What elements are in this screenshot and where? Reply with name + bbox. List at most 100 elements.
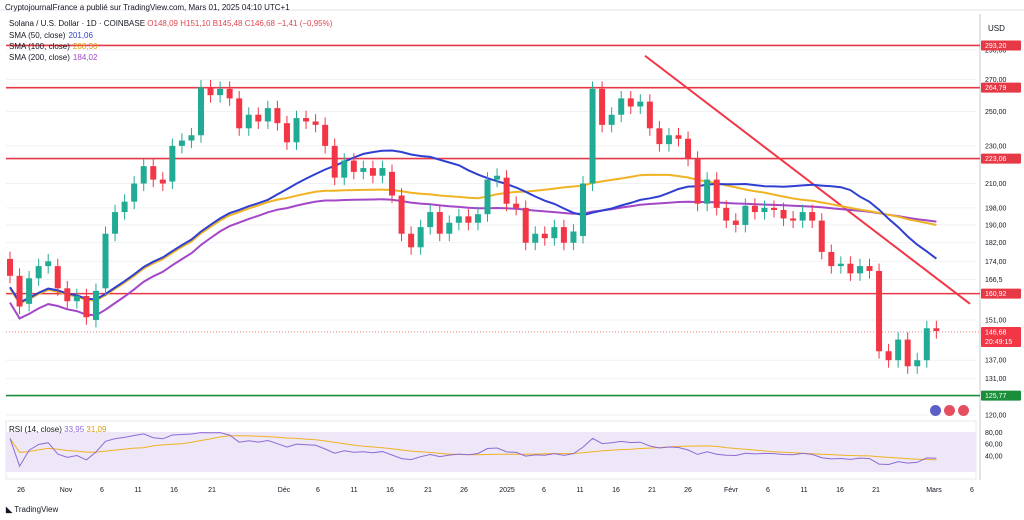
candle-body <box>264 108 271 122</box>
candle-body <box>742 205 749 225</box>
candle-body <box>685 138 692 159</box>
candle-body <box>809 212 816 221</box>
candle-body <box>723 207 730 221</box>
candle-body <box>54 266 61 289</box>
rsi-tick-label: 80,00 <box>985 430 1003 437</box>
candle-body <box>713 179 720 208</box>
candle-body <box>274 108 281 124</box>
candle-body <box>73 296 80 302</box>
y-tick-label: 230,00 <box>985 143 1007 150</box>
open-value: O148,09 <box>147 19 178 28</box>
x-tick-label: 6 <box>970 487 974 494</box>
candle-body <box>866 266 873 271</box>
lightning-icon[interactable] <box>930 405 941 416</box>
x-tick-label: 16 <box>386 487 394 494</box>
candle-body <box>131 183 138 202</box>
flag-icon[interactable] <box>944 405 955 416</box>
sma50-legend[interactable]: SMA (50, close) 201,06 <box>9 31 93 40</box>
rsi-line <box>9 432 937 468</box>
candle-body <box>312 121 319 125</box>
candle-body <box>83 296 90 318</box>
x-tick-label: 16 <box>612 487 620 494</box>
candle-body <box>465 216 472 223</box>
level-tag-label: 264,79 <box>985 85 1007 92</box>
tradingview-brand: TradingView <box>14 505 59 514</box>
candle-body <box>933 328 940 332</box>
sma200-value: 184,02 <box>72 53 98 62</box>
candle-body <box>856 266 863 274</box>
flag-icon-2[interactable] <box>958 405 969 416</box>
candle-body <box>847 263 854 274</box>
candle-body <box>799 212 806 221</box>
candle-body <box>637 101 644 107</box>
x-tick-label: 2025 <box>499 487 515 494</box>
x-tick-label: Mars <box>926 487 942 494</box>
level-tag-label: 160,92 <box>985 291 1007 298</box>
candle-body <box>876 270 883 352</box>
x-tick-label: Nov <box>60 487 73 494</box>
candle-body <box>293 118 300 143</box>
x-tick-label: 26 <box>460 487 468 494</box>
sma50-label: SMA (50, close) <box>9 31 66 40</box>
candle-body <box>283 123 290 143</box>
rsi-legend[interactable]: RSI (14, close) 33,95 31,09 <box>9 425 106 434</box>
sma100-line <box>9 173 937 305</box>
candle-body <box>551 227 558 239</box>
candle-body <box>150 166 157 180</box>
candle-body <box>92 290 99 320</box>
candle-body <box>140 166 147 184</box>
x-tick-label: 11 <box>350 487 357 494</box>
candle-body <box>828 251 835 267</box>
candle-body <box>207 87 214 96</box>
last-price-label: 146,68 <box>985 329 1007 336</box>
candle-body <box>570 231 577 243</box>
rsi-label: RSI (14, close) <box>9 425 62 434</box>
rsi-ma-value: 31,09 <box>86 425 107 434</box>
candle-body <box>427 212 434 228</box>
x-tick-label: 11 <box>800 487 807 494</box>
candle-body <box>169 145 176 182</box>
last-price-tag <box>981 326 1021 347</box>
candle-body <box>102 233 109 289</box>
candle-body <box>379 168 386 176</box>
y-tick-label: 190,00 <box>985 222 1007 229</box>
symbol-label: Solana / U.S. Dollar · 1D · COINBASE <box>9 19 146 28</box>
x-tick-label: 11 <box>576 487 583 494</box>
level-tag <box>981 288 1021 299</box>
x-tick-label: 11 <box>134 487 141 494</box>
sma200-legend[interactable]: SMA (200, close) 184,02 <box>9 53 97 62</box>
rsi-value: 33,95 <box>64 425 85 434</box>
candle-body <box>914 360 921 367</box>
level-tag <box>981 82 1021 93</box>
y-tick-label: 166,5 <box>985 277 1003 284</box>
candle-body <box>217 88 224 96</box>
candle-body <box>560 227 567 243</box>
candle-body <box>389 171 395 196</box>
candle-body <box>885 351 892 361</box>
high-value: H151,10 <box>180 19 211 28</box>
level-tag <box>981 153 1021 164</box>
candle-body <box>398 195 405 234</box>
level-tag <box>981 40 1021 51</box>
level-tag <box>981 390 1021 401</box>
sma50-value: 201,06 <box>68 31 93 40</box>
candle-body <box>790 218 797 221</box>
x-tick-label: 21 <box>208 487 216 494</box>
rsi-tick-label: 40,00 <box>985 453 1003 460</box>
candle-body <box>255 114 262 122</box>
y-tick-label: 151,00 <box>985 317 1007 324</box>
candle-body <box>64 288 71 302</box>
candle-body <box>618 98 625 115</box>
sma50-line <box>9 149 938 304</box>
x-tick-label: Févr <box>724 487 739 494</box>
sma100-legend[interactable]: SMA (100, close) 208,30 <box>9 42 97 51</box>
candle-body <box>226 88 233 99</box>
x-tick-label: 21 <box>424 487 432 494</box>
sma100-label: SMA (100, close) <box>9 42 70 51</box>
x-tick-label: 16 <box>836 487 844 494</box>
currency-label: USD <box>988 24 1005 33</box>
rsi-band <box>6 432 976 472</box>
candle-body <box>732 220 739 225</box>
sma200-line <box>9 198 937 320</box>
